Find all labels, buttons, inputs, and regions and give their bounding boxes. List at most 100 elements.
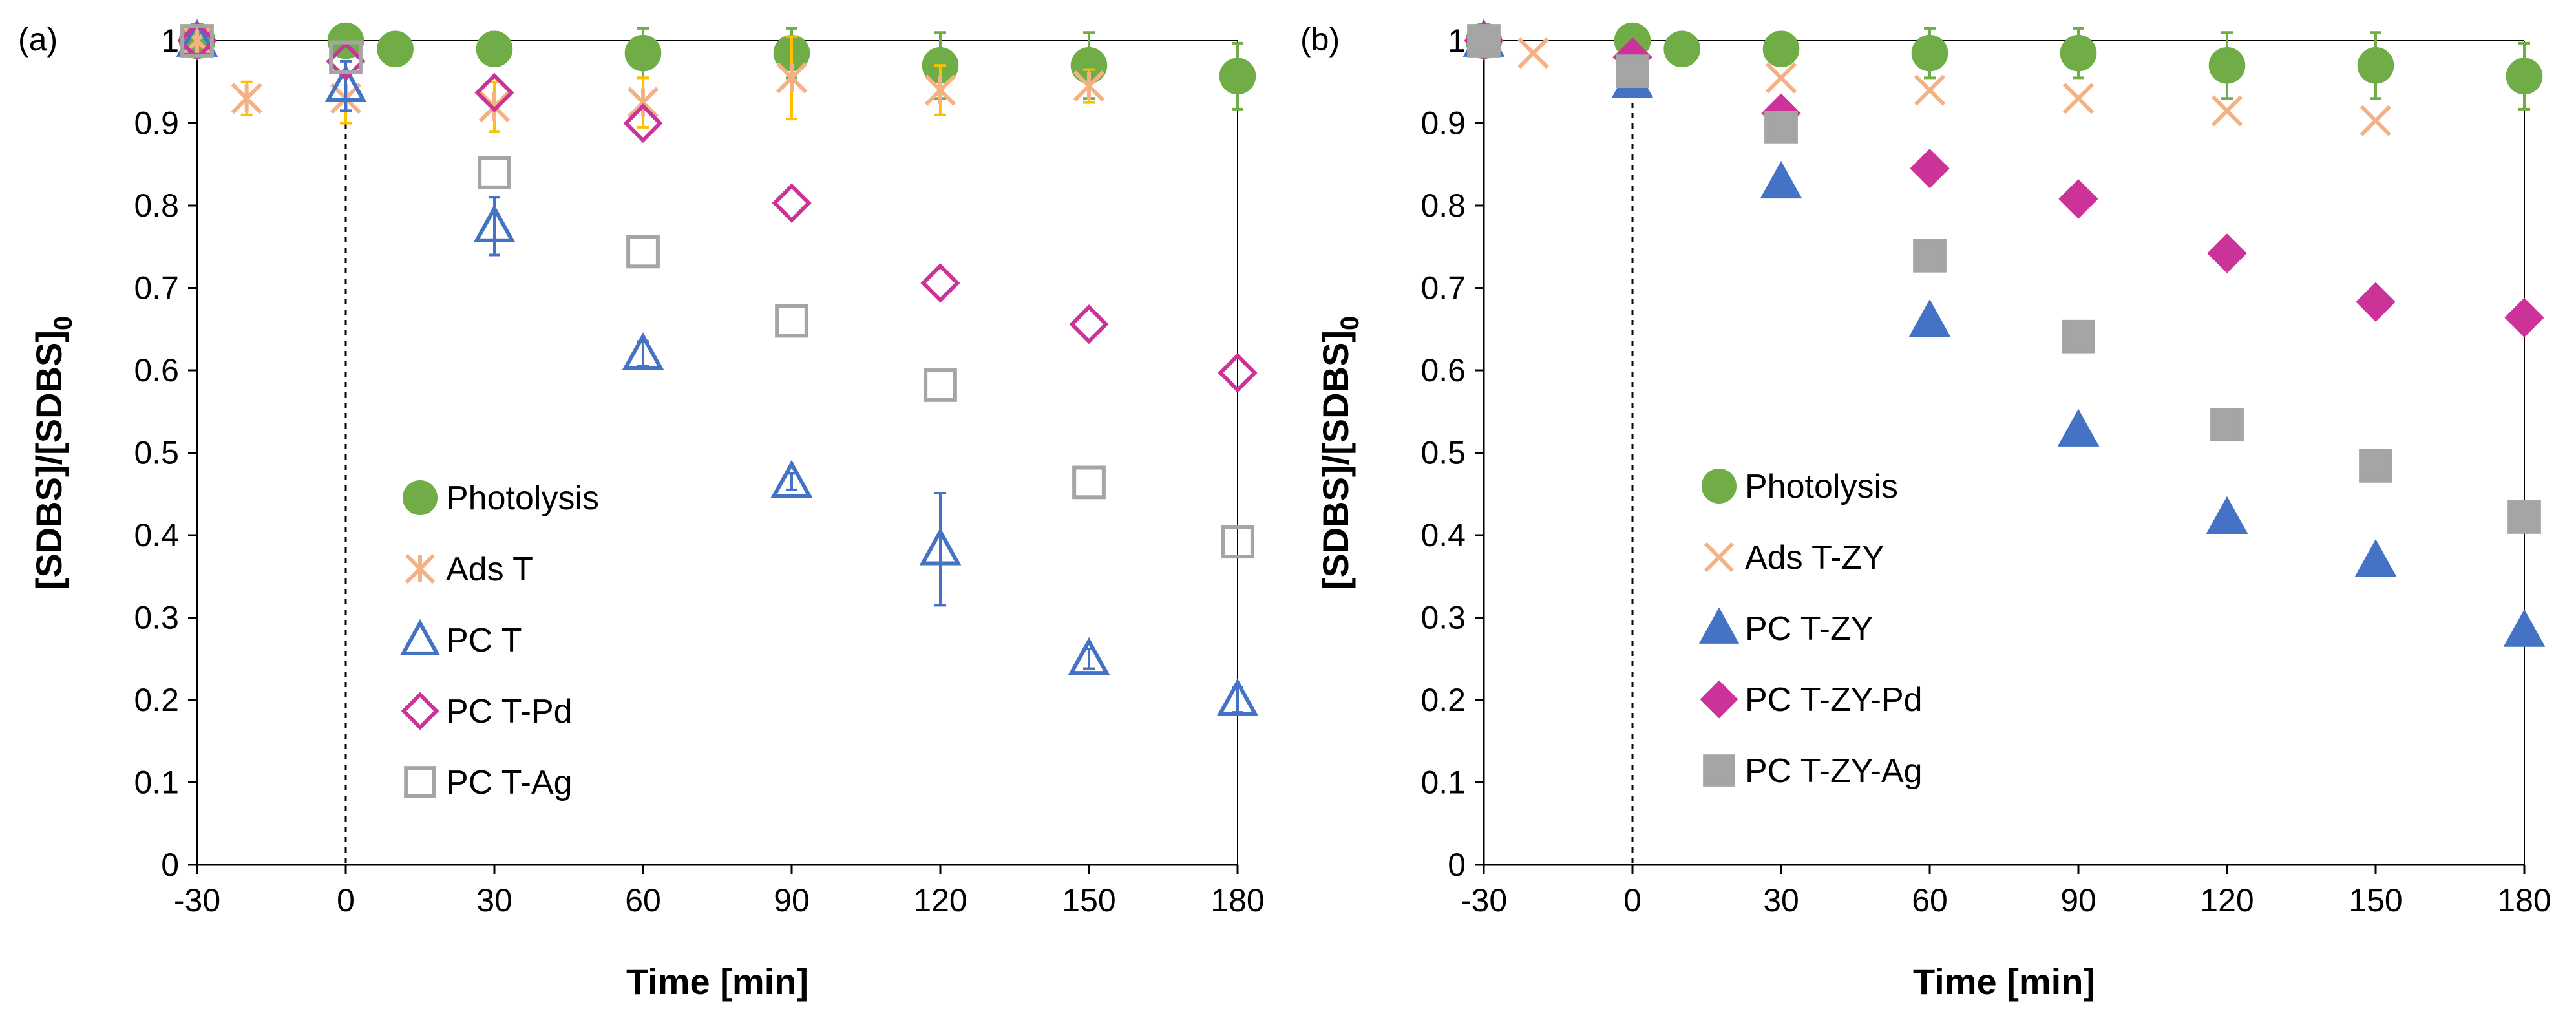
- error-bar: [786, 472, 797, 491]
- x-tick-label: 120: [913, 882, 967, 918]
- legend-entry: PC T-Pd: [401, 692, 573, 730]
- y-tick-label: 0.8: [1420, 187, 1466, 224]
- legend-marker: [402, 480, 438, 516]
- series-pc-t-pd: [177, 21, 1258, 393]
- data-point: [776, 62, 808, 94]
- legend-entry: Ads T-ZY: [1704, 539, 1884, 577]
- data-point: [177, 21, 217, 61]
- data-point: [919, 527, 962, 566]
- data-point: [1073, 70, 1105, 102]
- data-point: [2504, 297, 2544, 338]
- data-point: [1910, 148, 1950, 189]
- data-point: [2208, 47, 2246, 84]
- data-point: [627, 87, 659, 118]
- legend-label: PC T-Ag: [446, 764, 573, 801]
- data-point: [2503, 609, 2546, 647]
- data-point: [1764, 110, 1798, 144]
- x-tick-label: 90: [2060, 882, 2096, 918]
- data-point: [1517, 37, 1549, 69]
- legend-label: PC T-Pd: [446, 693, 573, 730]
- legend-label: Photolysis: [446, 480, 599, 517]
- data-point: [1913, 239, 1947, 273]
- y-axis-title: [SDBS]/[SDBS]0: [1315, 316, 1364, 590]
- y-tick-label: 0.4: [1420, 517, 1466, 553]
- legend-marker: [1703, 754, 1735, 787]
- data-point: [478, 90, 511, 123]
- x-tick-label: 60: [625, 882, 661, 918]
- data-point: [1069, 304, 1109, 345]
- data-point: [2356, 282, 2396, 322]
- data-point: [473, 204, 516, 242]
- legend-label: PC T: [446, 622, 522, 659]
- legend-label: Ads T: [446, 551, 533, 588]
- data-point: [2206, 496, 2248, 535]
- y-tick-label: 0.9: [134, 105, 179, 142]
- data-point: [1762, 30, 1800, 68]
- data-point: [775, 304, 808, 338]
- data-point: [1218, 353, 1258, 393]
- y-axis-title-main: [SDBS]/[SDBS]: [28, 330, 69, 589]
- y-tick-label: 0.7: [1420, 270, 1466, 306]
- data-point: [1911, 34, 1948, 72]
- data-point: [1765, 62, 1797, 94]
- data-point: [2354, 539, 2397, 577]
- y-tick-label: 1: [161, 23, 179, 59]
- x-tick-label: 180: [2497, 882, 2551, 918]
- legend-label: PC T-ZY-Pd: [1745, 681, 1923, 719]
- data-point: [2360, 105, 2392, 136]
- data-point: [1760, 160, 1802, 199]
- panel-label: (a): [18, 21, 58, 58]
- data-point: [623, 103, 663, 143]
- legend-entry: PC T: [399, 619, 522, 659]
- x-tick-label: 30: [476, 882, 512, 918]
- legend-marker: [1704, 542, 1735, 573]
- data-point: [1467, 24, 1501, 58]
- y-tick-label: 0.5: [1420, 435, 1466, 471]
- data-point: [2507, 500, 2541, 534]
- y-tick-label: 0.2: [134, 682, 179, 718]
- legend-entry: PC T-ZY-Pd: [1700, 680, 1923, 719]
- y-tick-label: 0.3: [1420, 600, 1466, 636]
- y-tick-label: 0.7: [134, 270, 179, 306]
- x-tick-label: 120: [2200, 882, 2254, 918]
- legend-marker: [401, 692, 439, 730]
- x-tick-label: 30: [1763, 882, 1799, 918]
- x-tick-label: 90: [774, 882, 810, 918]
- data-point: [2062, 83, 2095, 114]
- data-point: [2211, 95, 2243, 127]
- y-tick-label: 0.1: [134, 765, 179, 801]
- data-point: [1068, 637, 1110, 675]
- data-point: [924, 74, 956, 106]
- legend-label: Photolysis: [1745, 468, 1898, 505]
- y-tick-label: 0.6: [1420, 352, 1466, 388]
- data-point: [2062, 319, 2095, 354]
- series-pc-t-zy-ag: [1467, 24, 2541, 534]
- legend-marker: [404, 766, 436, 798]
- data-point: [2357, 47, 2394, 84]
- data-point: [2060, 34, 2097, 72]
- data-point: [1908, 299, 1951, 337]
- x-tick-label: 0: [1623, 882, 1642, 918]
- y-tick-label: 0.4: [134, 517, 179, 553]
- x-axis-title: Time [min]: [626, 961, 808, 1002]
- legend-label: PC T-ZY: [1745, 610, 1873, 648]
- legend-entry: PC T-ZY: [1698, 607, 1873, 648]
- data-point: [1219, 58, 1256, 95]
- y-tick-label: 1: [1448, 23, 1466, 59]
- data-point: [622, 332, 664, 370]
- legend-entry: Photolysis: [402, 480, 599, 517]
- y-tick-label: 0.2: [1420, 682, 1466, 718]
- y-axis-title-main: [SDBS]/[SDBS]: [1315, 330, 1356, 589]
- data-point: [626, 235, 660, 269]
- panel-label: (b): [1300, 21, 1340, 58]
- x-tick-label: 150: [1062, 882, 1115, 918]
- data-point: [2506, 58, 2543, 95]
- y-tick-label: 0.6: [134, 352, 179, 388]
- data-point: [924, 368, 957, 402]
- series-pc-t: [176, 19, 1259, 716]
- data-point: [377, 30, 414, 68]
- data-point: [231, 83, 262, 114]
- x-tick-label: 0: [337, 882, 355, 918]
- x-tick-label: 60: [1912, 882, 1948, 918]
